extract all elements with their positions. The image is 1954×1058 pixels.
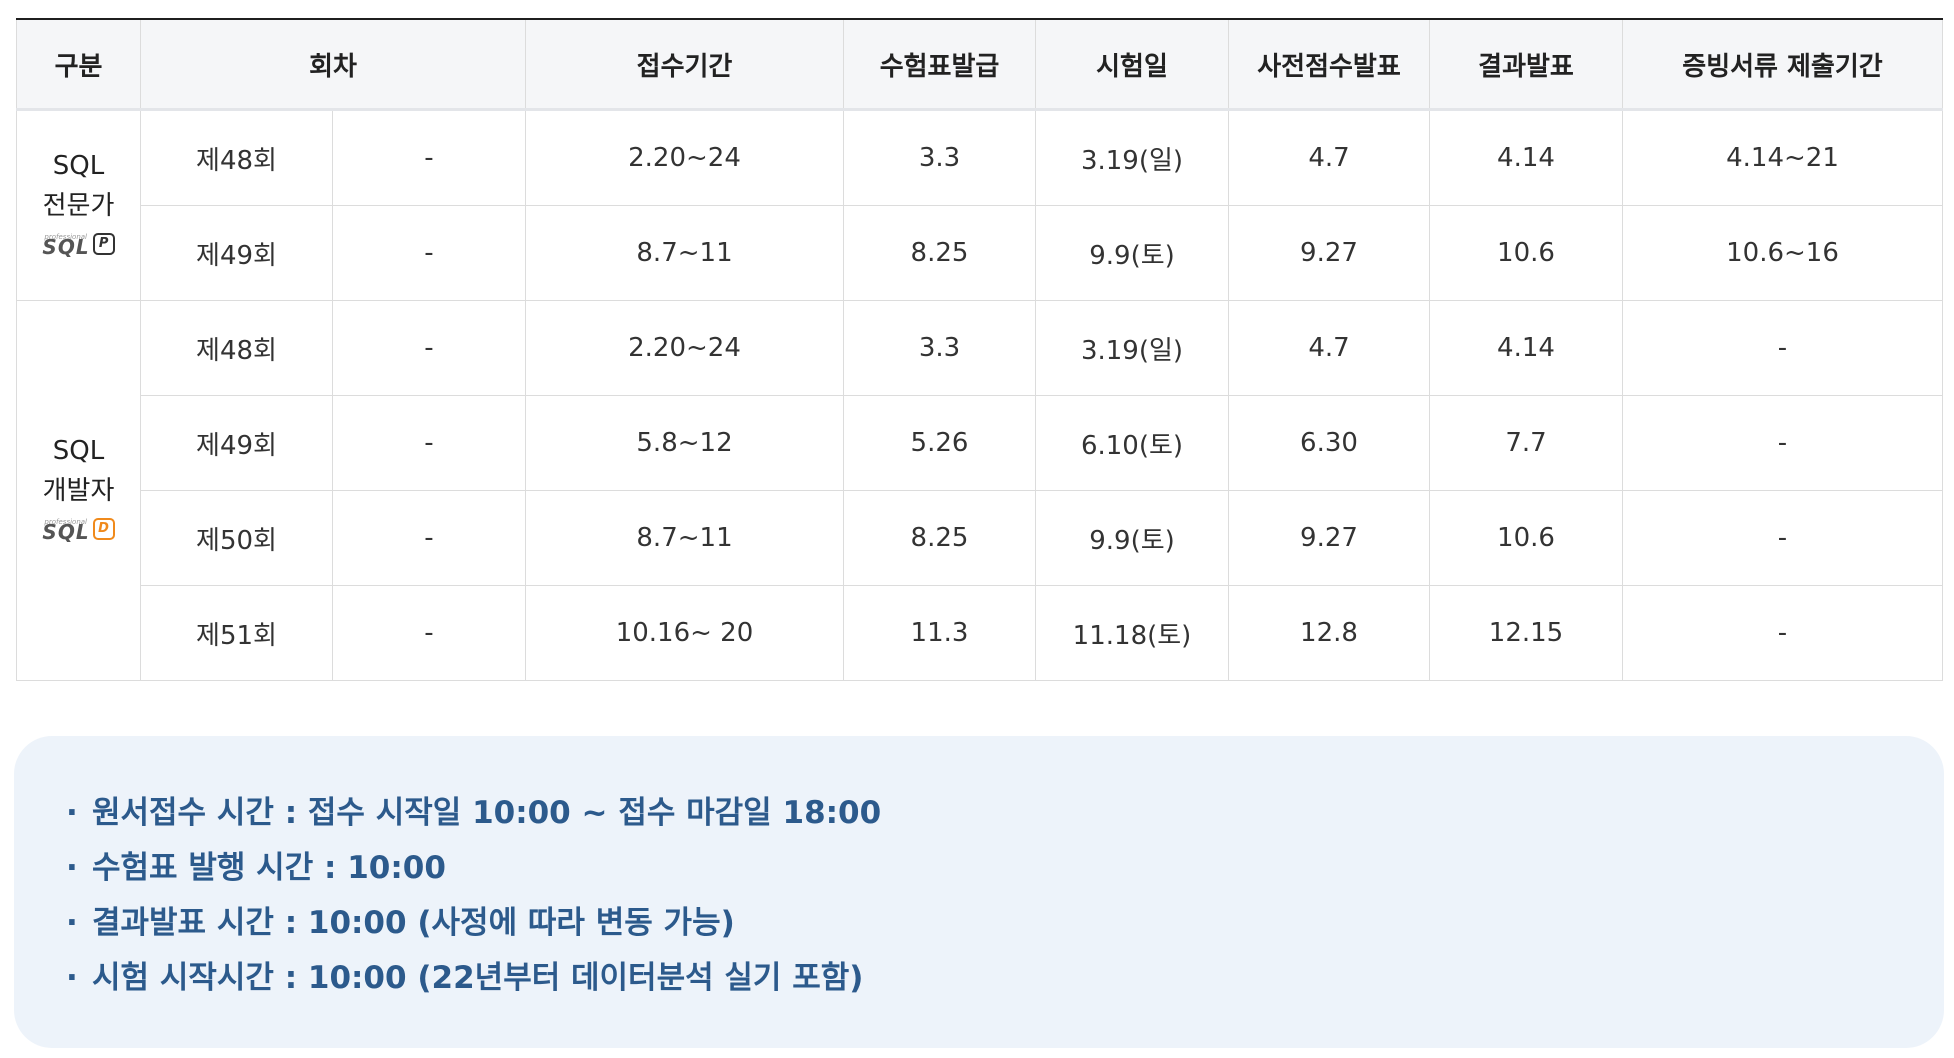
note-item: · 시험 시작시간 : 10:00 (22년부터 데이터분석 실기 포함) [66, 951, 1944, 1006]
header-preliminary-score: 사전점수발표 [1228, 18, 1430, 111]
admission-ticket-cell: 8.25 [843, 490, 1036, 586]
note-text: 결과발표 시간 : 10:00 (사정에 따라 변동 가능) [92, 905, 735, 941]
sqlp-logo: SQL P [42, 228, 115, 257]
application-period-cell: 10.16~ 20 [525, 585, 844, 681]
bullet-icon: · [66, 795, 78, 831]
table-row: SQL 개발자 SQL D 제48회 - 2.20~24 3.3 3.19(일)… [16, 300, 1943, 681]
category-name: SQL [52, 435, 105, 466]
round-cell: 제49회 [140, 395, 333, 491]
admission-ticket-cell: 8.25 [843, 205, 1036, 301]
header-application-period: 접수기간 [525, 18, 844, 111]
preliminary-score-cell: 4.7 [1228, 109, 1430, 206]
header-document-submission: 증빙서류 제출기간 [1622, 18, 1943, 111]
note-item: · 원서접수 시간 : 접수 시작일 10:00 ~ 접수 마감일 18:00 [66, 786, 1944, 841]
exam-date-cell: 9.9(토) [1035, 490, 1229, 586]
header-admission-ticket: 수험표발급 [843, 18, 1036, 111]
round-cell: 제48회 [140, 109, 333, 206]
preliminary-score-cell: 9.27 [1228, 205, 1430, 301]
badge-d-icon: D [92, 517, 115, 540]
sql-logo-wordmark: SQL [42, 513, 89, 542]
round-extra-cell: - [332, 395, 526, 491]
document-submission-cell: - [1622, 490, 1943, 586]
round-extra-cell: - [332, 585, 526, 681]
result-cell: 12.15 [1429, 585, 1623, 681]
admission-ticket-cell: 5.26 [843, 395, 1036, 491]
application-period-cell: 2.20~24 [525, 109, 844, 206]
header-round: 회차 [140, 18, 526, 111]
bullet-icon: · [66, 905, 78, 941]
document-submission-cell: - [1622, 585, 1943, 681]
preliminary-score-cell: 6.30 [1228, 395, 1430, 491]
round-extra-cell: - [332, 300, 526, 396]
bullet-icon: · [66, 960, 78, 996]
category-sql-professional: SQL 전문가 SQL P [16, 109, 141, 301]
category-name: 개발자 [42, 475, 115, 506]
result-cell: 4.14 [1429, 300, 1623, 396]
header-exam-date: 시험일 [1035, 18, 1229, 111]
exam-date-cell: 11.18(토) [1035, 585, 1229, 681]
category-sql-developer: SQL 개발자 SQL D [16, 300, 141, 681]
note-item: · 결과발표 시간 : 10:00 (사정에 따라 변동 가능) [66, 896, 1944, 951]
header-result-announcement: 결과발표 [1429, 18, 1623, 111]
preliminary-score-cell: 12.8 [1228, 585, 1430, 681]
exam-schedule-table: 구분 회차 접수기간 수험표발급 시험일 사전점수발표 결과발표 증빙서류 제출… [16, 18, 1943, 681]
bullet-icon: · [66, 850, 78, 886]
exam-date-cell: 6.10(토) [1035, 395, 1229, 491]
table-row: SQL 전문가 SQL P 제48회 - 2.20~24 3.3 3.19(일)… [16, 109, 1943, 301]
note-text: 원서접수 시간 : 접수 시작일 10:00 ~ 접수 마감일 18:00 [92, 795, 882, 831]
round-extra-cell: - [332, 109, 526, 206]
note-item: · 수험표 발행 시간 : 10:00 [66, 841, 1944, 896]
table-header-row: 구분 회차 접수기간 수험표발급 시험일 사전점수발표 결과발표 증빙서류 제출… [16, 18, 1943, 111]
table-row: 제49회 - 5.8~12 5.26 6.10(토) 6.30 7.7 - [17, 395, 1943, 491]
result-cell: 10.6 [1429, 205, 1623, 301]
document-submission-cell: - [1622, 300, 1943, 396]
table-row: 제49회 - 8.7~11 8.25 9.9(토) 9.27 10.6 10.6… [17, 205, 1943, 301]
header-category: 구분 [16, 18, 141, 111]
document-submission-cell: 10.6~16 [1622, 205, 1943, 301]
sqld-logo: SQL D [42, 513, 115, 542]
application-period-cell: 5.8~12 [525, 395, 844, 491]
exam-date-cell: 3.19(일) [1035, 300, 1229, 396]
exam-date-cell: 9.9(토) [1035, 205, 1229, 301]
document-submission-cell: 4.14~21 [1622, 109, 1943, 206]
sql-logo-wordmark: SQL [42, 228, 89, 257]
round-extra-cell: - [332, 205, 526, 301]
round-cell: 제51회 [140, 585, 333, 681]
exam-date-cell: 3.19(일) [1035, 109, 1229, 206]
document-submission-cell: - [1622, 395, 1943, 491]
round-cell: 제48회 [140, 300, 333, 396]
admission-ticket-cell: 3.3 [843, 300, 1036, 396]
table-row: 제50회 - 8.7~11 8.25 9.9(토) 9.27 10.6 - [17, 490, 1943, 586]
result-cell: 7.7 [1429, 395, 1623, 491]
result-cell: 4.14 [1429, 109, 1623, 206]
admission-ticket-cell: 11.3 [843, 585, 1036, 681]
round-cell: 제50회 [140, 490, 333, 586]
notes-box: · 원서접수 시간 : 접수 시작일 10:00 ~ 접수 마감일 18:00 ·… [14, 736, 1944, 1048]
category-name: SQL [52, 150, 105, 181]
round-extra-cell: - [332, 490, 526, 586]
application-period-cell: 8.7~11 [525, 490, 844, 586]
admission-ticket-cell: 3.3 [843, 109, 1036, 206]
notes-list: · 원서접수 시간 : 접수 시작일 10:00 ~ 접수 마감일 18:00 ·… [66, 786, 1944, 1006]
table-row: 제51회 - 10.16~ 20 11.3 11.18(토) 12.8 12.1… [17, 585, 1943, 681]
result-cell: 10.6 [1429, 490, 1623, 586]
badge-p-icon: P [92, 232, 115, 255]
round-cell: 제49회 [140, 205, 333, 301]
preliminary-score-cell: 9.27 [1228, 490, 1430, 586]
application-period-cell: 8.7~11 [525, 205, 844, 301]
note-text: 시험 시작시간 : 10:00 (22년부터 데이터분석 실기 포함) [92, 960, 864, 996]
application-period-cell: 2.20~24 [525, 300, 844, 396]
preliminary-score-cell: 4.7 [1228, 300, 1430, 396]
note-text: 수험표 발행 시간 : 10:00 [92, 850, 446, 886]
category-name: 전문가 [42, 190, 115, 221]
